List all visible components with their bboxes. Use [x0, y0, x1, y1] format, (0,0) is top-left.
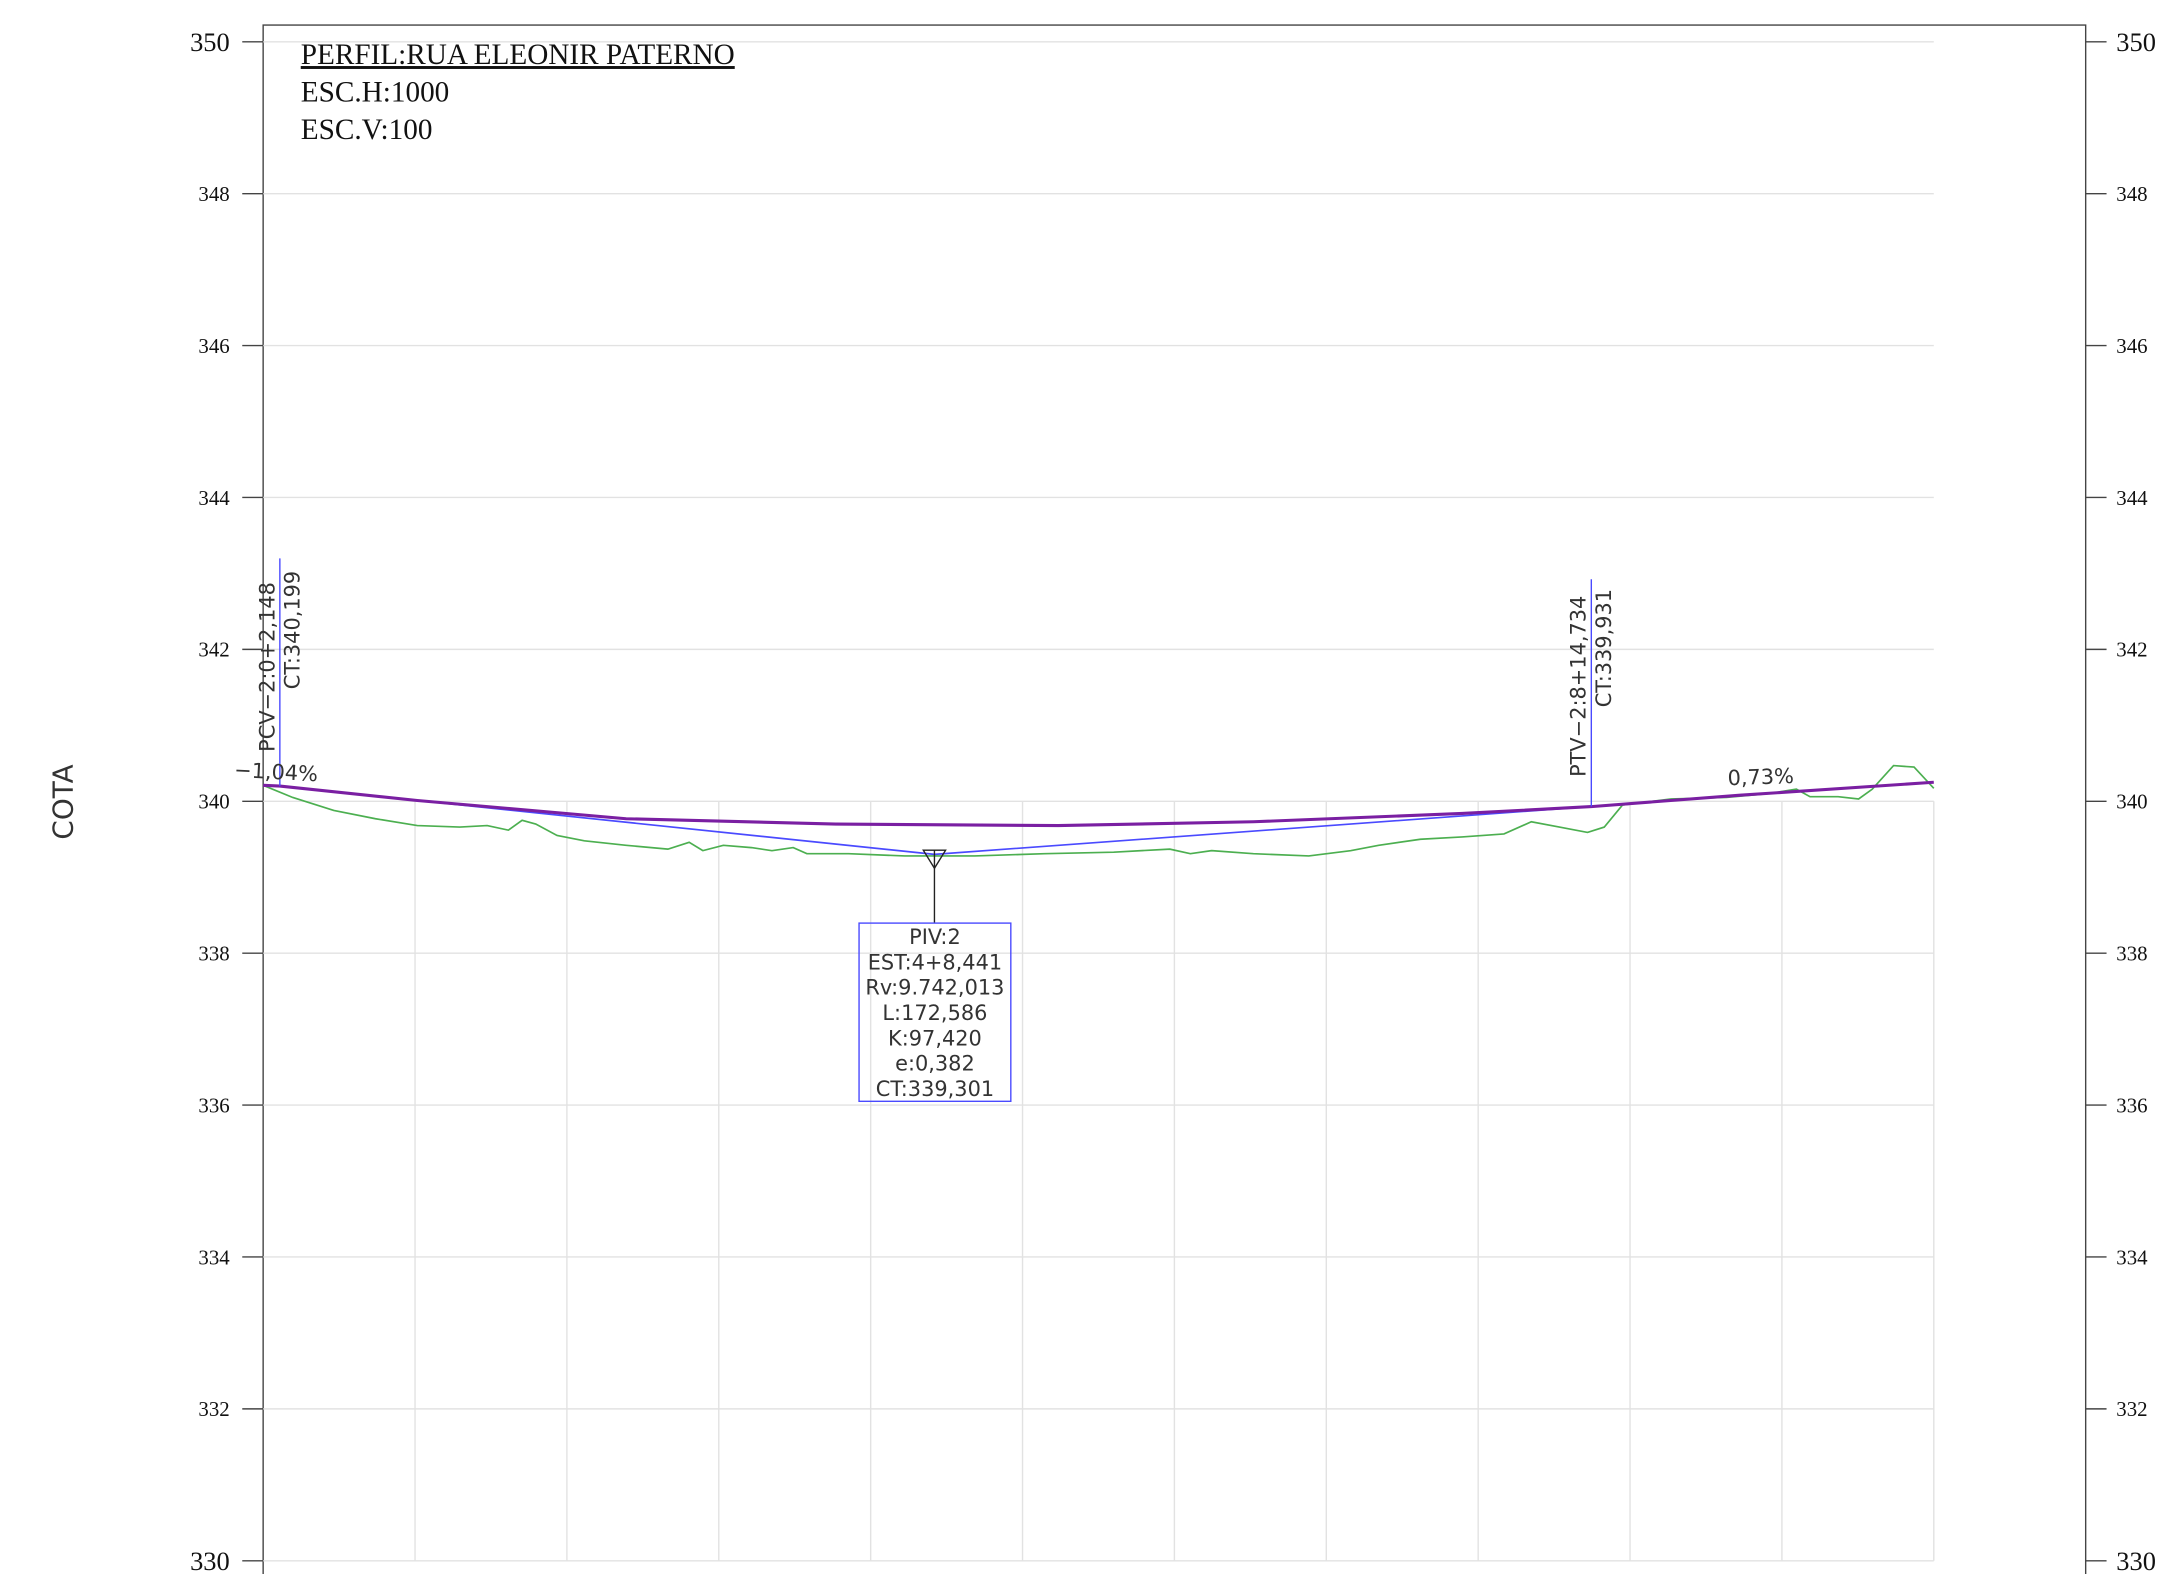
- y-tick-label: 340: [2116, 790, 2147, 814]
- y-tick-label: 342: [2116, 638, 2147, 662]
- y-tick-label: 336: [2116, 1093, 2147, 1117]
- y-tick-label: 340: [198, 790, 229, 814]
- y-tick-label: 348: [2116, 182, 2147, 206]
- piv-box: [858, 922, 1012, 1103]
- annotation: 0,73%: [1727, 764, 1794, 790]
- y-tick-label: 334: [198, 1245, 230, 1269]
- y-tick-label: 344: [2116, 486, 2148, 510]
- y-tick-label: 344: [198, 486, 230, 510]
- piv-label: e:0,382: [895, 1052, 975, 1076]
- piv-label: CT:339,301: [876, 1077, 994, 1101]
- y-tick-label: 334: [2116, 1245, 2148, 1269]
- annotation: PCV−2:0+2,148: [255, 582, 279, 752]
- y-tick-label: 332: [2116, 1397, 2147, 1421]
- series-line: [279, 785, 1592, 856]
- y-tick-label: 348: [198, 182, 229, 206]
- y-tick-label: 330: [2116, 1546, 2156, 1574]
- subtitle: ESC.V:100: [301, 114, 433, 146]
- piv-label: EST:4+8,441: [868, 950, 1002, 974]
- y-tick-label: 346: [2116, 334, 2147, 358]
- y-tick-label: 338: [2116, 941, 2147, 965]
- y-tick-label: 350: [2116, 27, 2156, 57]
- y-tick-label: 338: [198, 941, 229, 965]
- annotation: CT:339,931: [1592, 589, 1616, 707]
- series-line: [263, 780, 1934, 828]
- annotation: PTV−2:8+14,734: [1567, 596, 1591, 777]
- y-tick-label: 332: [198, 1397, 229, 1421]
- piv-label: K:97,420: [888, 1026, 982, 1050]
- y-tick-label: 346: [198, 334, 229, 358]
- piv-label: Rv:9.742,013: [865, 976, 1004, 1000]
- y-tick-label: 350: [190, 27, 230, 57]
- y-tick-label: 330: [190, 1546, 230, 1574]
- frame: [262, 24, 2087, 1574]
- piv-label: L:172,586: [882, 1001, 987, 1025]
- y-axis-label: COTA: [46, 764, 79, 839]
- annotation: −1,04%: [234, 758, 319, 786]
- piv-label: PIV:2: [909, 925, 961, 949]
- subtitle: ESC.H:1000: [301, 77, 450, 109]
- annotation: CT:340,199: [280, 571, 304, 689]
- y-tick-label: 336: [198, 1093, 229, 1117]
- chart-title: PERFIL:RUA ELEONIR PATERNO: [301, 39, 735, 71]
- piv-marker: [922, 849, 947, 870]
- y-tick-label: 342: [198, 638, 229, 662]
